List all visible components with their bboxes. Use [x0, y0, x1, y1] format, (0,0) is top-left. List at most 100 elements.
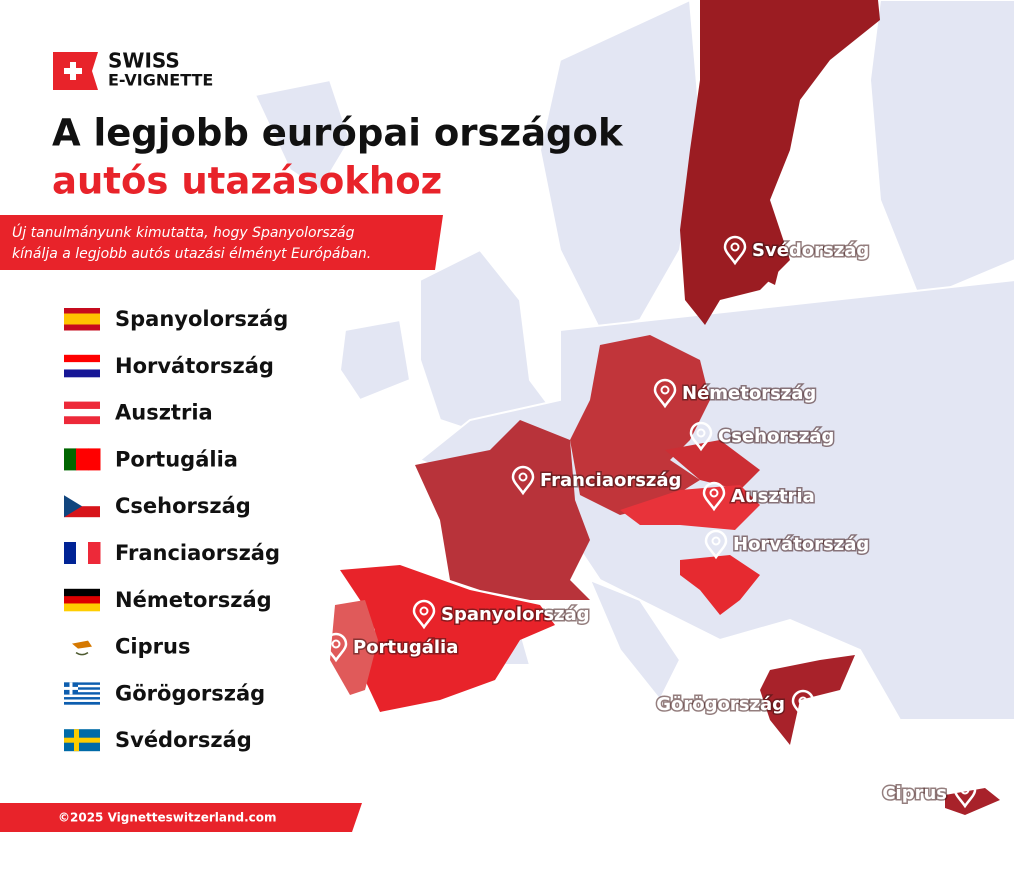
highlighted-countries [330, 0, 1000, 815]
title-line2: autós utazásokhoz [52, 160, 442, 203]
flag [64, 542, 101, 564]
flag-stripe [64, 401, 100, 410]
pin-icon [723, 235, 747, 266]
flag [64, 729, 100, 752]
ranking-item: Ausztria [115, 401, 213, 425]
flag-stripe [76, 448, 89, 471]
pin-dot [696, 428, 706, 438]
map-label: Csehország [718, 426, 834, 447]
flag-stripe [88, 448, 101, 471]
pin-icon [324, 632, 348, 663]
flag-stripe [64, 682, 100, 686]
pin-icon [689, 421, 713, 452]
flag-stripe [64, 701, 100, 705]
map-pin [702, 481, 726, 512]
pin-dot [960, 785, 970, 795]
pin-icon [412, 599, 436, 630]
flag [64, 354, 100, 378]
flag-stripe [64, 319, 100, 325]
subtitle-line2: kínálja a legjobb autós utazási élményt … [12, 246, 371, 262]
ranking-item: Ciprus [115, 635, 190, 659]
footer: ©2025 Vignetteswitzerland.com [58, 811, 277, 825]
pin-icon [791, 689, 815, 720]
map-label: Portugália [353, 637, 458, 658]
flag-stripe [64, 699, 100, 703]
flag-stripe [64, 697, 100, 700]
map-pin [653, 378, 677, 409]
pin-dot [730, 242, 740, 252]
subtitle-banner [0, 215, 443, 270]
flag-stripe [64, 495, 100, 507]
map-label: Spanyolország [441, 604, 590, 625]
flag-stripe [64, 737, 100, 743]
ranking-item: Franciaország [115, 541, 280, 565]
flag-stripe [64, 369, 100, 378]
flag-stripe [72, 640, 92, 649]
map-labels: Svédország Németország Csehország Franciaor… [324, 235, 977, 809]
flag [64, 588, 100, 612]
flag-stripe [64, 542, 77, 564]
pin-dot [419, 606, 429, 616]
flag-stripe [64, 313, 100, 320]
ranking-item: Csehország [115, 494, 251, 518]
pin-dot [798, 696, 808, 706]
pin-dot [660, 385, 670, 395]
map-label: Svédország [752, 240, 869, 261]
flag [64, 448, 101, 471]
flag-stripe [64, 448, 77, 471]
pin-icon [511, 465, 535, 496]
flag-stripe [64, 692, 100, 695]
map-pin [511, 465, 535, 496]
flag-stripe [64, 689, 100, 693]
pin-icon [704, 529, 728, 560]
title-line1: A legjobb európai országok [52, 112, 624, 155]
map-label: Németország [682, 383, 816, 404]
map-label: Horvátország [733, 534, 869, 555]
flag [64, 495, 100, 518]
flag-stripe [88, 542, 101, 564]
pin-dot [711, 536, 721, 546]
ranking-item: Spanyolország [115, 307, 288, 331]
flag [72, 640, 92, 656]
flag-stripe [64, 362, 100, 370]
flag-stripe [64, 684, 100, 688]
flag-stripe [76, 542, 89, 564]
pin-dot [331, 639, 341, 649]
ranking-item: Németország [115, 588, 272, 612]
ranking-item: Görögország [115, 681, 265, 705]
flag-stripe [64, 596, 100, 604]
flag-stripe [64, 687, 100, 691]
ranking-item: Horvátország [115, 354, 274, 378]
map-label: Görögország [656, 694, 785, 715]
flag-stripe [75, 651, 89, 656]
flag-stripe [64, 603, 100, 612]
map-pin [953, 778, 977, 809]
flag-stripe [64, 308, 100, 314]
subtitle-line1: Új tanulmányunk kimutatta, hogy Spanyolo… [12, 223, 355, 241]
brand-line1: SWISS [108, 49, 180, 73]
pin-icon [953, 778, 977, 809]
flag [64, 308, 100, 331]
flag-stripe [64, 694, 100, 698]
flag-stripe [64, 324, 100, 331]
map-pin [324, 632, 348, 663]
map-pin [689, 421, 713, 452]
pin-icon [653, 378, 677, 409]
flag-stripe [64, 686, 78, 690]
map-pin [412, 599, 436, 630]
flag [64, 682, 100, 705]
map-pin [791, 689, 815, 720]
flag-stripe [64, 416, 100, 425]
pin-dot [709, 488, 719, 498]
map-pin [723, 235, 747, 266]
flag-stripe [64, 354, 100, 363]
map-label: Ciprus [882, 783, 947, 804]
footer-banner [0, 803, 362, 832]
ranking-list: Spanyolország Horvátország Ausztria Portugá… [64, 307, 288, 752]
map-label: Franciaország [540, 470, 681, 491]
flag-stripe [64, 588, 100, 597]
logo: SWISS E-VIGNETTE [53, 49, 213, 90]
flag-stripe [64, 408, 100, 417]
ranking-item: Portugália [115, 447, 238, 471]
